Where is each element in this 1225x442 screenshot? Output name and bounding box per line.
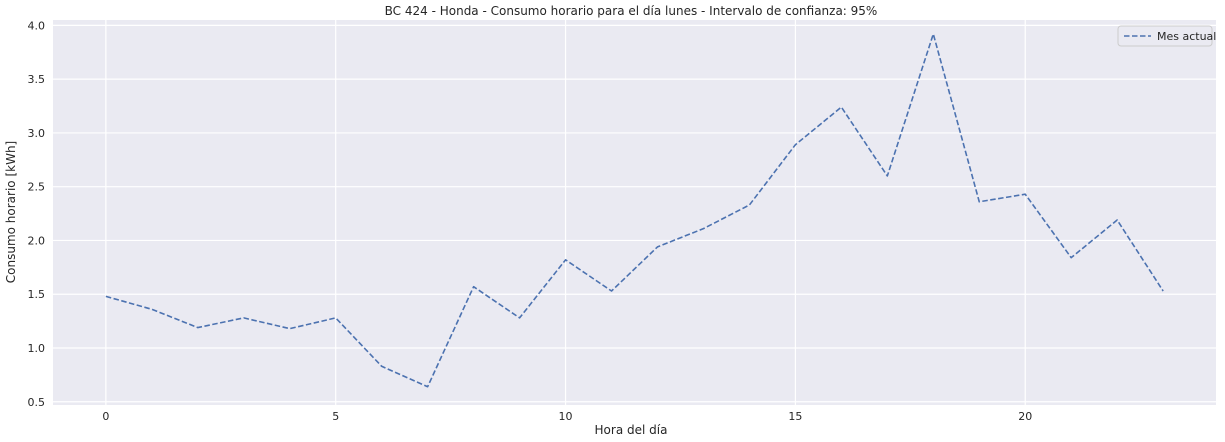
data-point — [609, 289, 614, 294]
data-point — [655, 244, 660, 249]
y-tick-label: 3.5 — [28, 73, 46, 86]
y-axis-label: Consumo horario [kWh] — [4, 141, 18, 283]
plot-area — [53, 20, 1216, 405]
legend-box — [1117, 25, 1213, 47]
data-point — [931, 31, 936, 36]
x-tick-label: 5 — [332, 410, 339, 423]
y-tick-label: 2.0 — [28, 234, 46, 247]
y-tick-label: 1.0 — [28, 342, 46, 355]
data-point — [103, 294, 108, 299]
data-point — [793, 142, 798, 147]
data-point — [379, 364, 384, 369]
x-tick-labels: 0 5 10 15 20 — [102, 410, 1032, 423]
data-point — [517, 315, 522, 320]
y-tick-label: 0.5 — [28, 396, 46, 409]
data-point — [333, 315, 338, 320]
y-tick-labels: 0.5 1.0 1.5 2.0 2.5 3.0 3.5 4.0 — [28, 19, 46, 408]
data-point — [287, 326, 292, 331]
x-tick-label: 20 — [1018, 410, 1032, 423]
series-line-1 — [105, 33, 1164, 388]
x-tick-label: 0 — [102, 410, 109, 423]
data-point — [1161, 289, 1166, 294]
data-point — [195, 325, 200, 330]
data-point — [747, 202, 752, 207]
data-point — [839, 105, 844, 110]
x-tick-label: 15 — [788, 410, 802, 423]
grid-lines — [53, 20, 1216, 405]
data-point — [1069, 255, 1074, 260]
legend: Mes actual — [1117, 25, 1216, 47]
x-tick-label: 10 — [559, 410, 573, 423]
legend-label: Mes actual — [1157, 30, 1216, 43]
data-point — [471, 284, 476, 289]
data-point — [1023, 192, 1028, 197]
y-tick-label: 2.5 — [28, 181, 46, 194]
data-point — [425, 384, 430, 389]
data-point — [1115, 218, 1120, 223]
data-point — [977, 199, 982, 204]
data-point — [149, 307, 154, 312]
data-point — [701, 226, 706, 231]
data-point — [563, 257, 568, 262]
y-tick-label: 3.0 — [28, 127, 46, 140]
y-tick-label: 4.0 — [28, 19, 46, 32]
series-group — [103, 31, 1166, 389]
data-point — [885, 173, 890, 178]
data-point — [241, 315, 246, 320]
y-tick-label: 1.5 — [28, 288, 46, 301]
x-axis-label: Hora del día — [595, 423, 668, 437]
chart-title: BC 424 - Honda - Consumo horario para el… — [385, 4, 878, 18]
